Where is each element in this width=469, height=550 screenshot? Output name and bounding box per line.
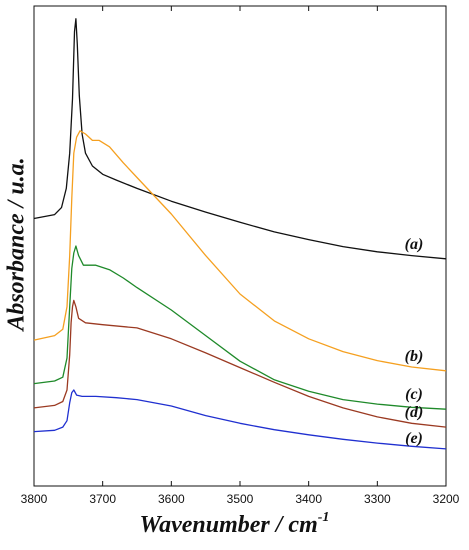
- x-tick-label: 3500: [227, 492, 254, 506]
- x-tick-label: 3400: [295, 492, 322, 506]
- series-line: [33, 245, 447, 410]
- series-label: (a): [405, 236, 424, 253]
- series-label: (e): [405, 430, 423, 447]
- series-line: [33, 299, 447, 428]
- series-line: [33, 130, 447, 372]
- y-axis-label: Absorbance / u.a.: [3, 157, 30, 331]
- x-axis-label-container: Wavenumber / cm-1: [0, 510, 469, 539]
- x-tick-label: 3700: [89, 492, 116, 506]
- x-tick-label: 3300: [364, 492, 391, 506]
- x-tick-label: 3600: [158, 492, 185, 506]
- plot-area: [33, 5, 447, 487]
- x-tick-label: 3800: [21, 492, 48, 506]
- series-label: (c): [405, 386, 423, 403]
- x-axis-ticks: 3800 3700 3600 3500 3400 3300 3200: [21, 6, 460, 506]
- series-labels: (a) (b) (c)(d) (e): [405, 236, 424, 447]
- x-axis-label-exponent: -1: [317, 510, 330, 525]
- series-group: [33, 18, 447, 450]
- x-tick-label: 3200: [433, 492, 460, 506]
- x-axis-label: Wavenumber / cm: [139, 512, 318, 538]
- series-label: (b): [405, 348, 424, 365]
- y-axis-label-container: Absorbance / u.a.: [0, 0, 34, 486]
- series-line: [33, 18, 447, 260]
- series-label: (d): [405, 404, 424, 421]
- series-line: [33, 389, 447, 450]
